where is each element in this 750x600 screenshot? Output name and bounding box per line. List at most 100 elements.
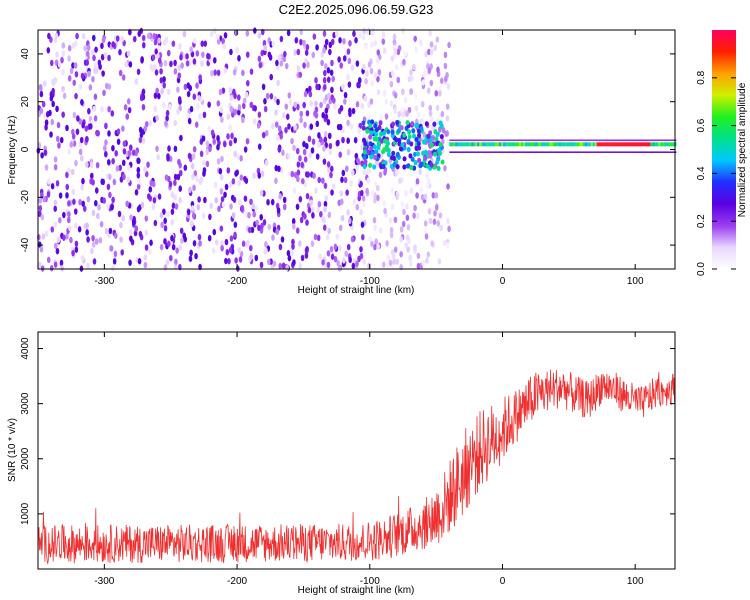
spectrogram-cell xyxy=(393,246,398,253)
spectrogram-cell xyxy=(382,89,387,96)
spectrogram-cell xyxy=(343,98,347,105)
spectrogram-cell xyxy=(429,48,434,56)
spectrogram-cell xyxy=(182,53,187,60)
spectrogram-cell xyxy=(407,134,412,140)
spectrogram-cell xyxy=(122,173,126,181)
spectrogram-cell xyxy=(183,164,188,171)
carrier-cell xyxy=(570,142,573,147)
carrier-cell xyxy=(550,142,554,147)
spectrogram-cell xyxy=(261,131,266,139)
spectrogram-cell xyxy=(128,61,133,68)
chart-title: C2E2.2025.096.06.59.G23 xyxy=(279,2,434,17)
carrier-edge-cell xyxy=(511,139,514,142)
spectrogram-cell xyxy=(400,106,405,114)
carrier-cell xyxy=(525,142,528,147)
spectrogram-cell xyxy=(350,64,355,71)
spectrogram-cell xyxy=(148,248,152,255)
carrier-cell xyxy=(554,142,557,147)
spectrogram-cell xyxy=(266,199,270,206)
carrier-edge-cell xyxy=(590,151,593,154)
spectrogram-cell xyxy=(286,249,291,257)
spectrogram-cell xyxy=(101,36,106,44)
spectrogram-cell xyxy=(346,119,350,127)
spectrogram-cell xyxy=(348,40,352,47)
spectrogram-cell xyxy=(296,169,301,176)
carrier-edge-cell xyxy=(668,151,671,154)
spectrogram-cell xyxy=(119,221,123,229)
spectrogram-cell xyxy=(280,236,285,243)
spectrogram-cell xyxy=(373,154,378,161)
spectrogram-cell xyxy=(61,68,65,76)
spectrogram-cell xyxy=(421,259,426,267)
spectrogram-cell xyxy=(350,169,355,176)
spectrogram-cell xyxy=(176,173,181,181)
spectrogram-cell xyxy=(59,136,64,144)
spectrogram-cell xyxy=(390,129,395,135)
spectrogram-cell xyxy=(346,209,350,216)
spectrogram-cell xyxy=(406,138,411,144)
spectrogram-cell xyxy=(344,250,348,257)
spectrogram-cell xyxy=(408,153,413,159)
spectrogram-cell xyxy=(128,228,133,236)
spectrogram-cell xyxy=(315,83,319,91)
spectrogram-cell xyxy=(320,51,325,58)
spectrogram-cell xyxy=(372,217,377,224)
spectrogram-cell xyxy=(287,92,292,99)
spectrogram-cell xyxy=(143,166,147,173)
carrier-cell xyxy=(473,142,476,147)
spectrogram-cell xyxy=(415,122,420,128)
spectrogram-cell xyxy=(394,137,399,143)
spectrogram-cell xyxy=(382,47,387,54)
spectrogram-cell xyxy=(85,59,89,66)
spectrogram-cell xyxy=(179,134,183,142)
carrier-edge-cell xyxy=(463,151,466,154)
carrier-cell xyxy=(566,142,569,147)
spectrogram-cell xyxy=(169,60,173,68)
spectrogram-cell xyxy=(163,60,168,67)
spectrogram-cell xyxy=(404,242,408,249)
spectrogram-cell xyxy=(288,98,293,106)
spectrogram-cell xyxy=(429,79,434,87)
spectrogram-cell xyxy=(395,258,400,266)
spectrogram-cell xyxy=(228,181,233,188)
spectrogram-cell xyxy=(416,111,421,119)
spectrogram-cell xyxy=(414,105,419,112)
carrier-edge-cell xyxy=(672,139,675,142)
spectrogram-cell xyxy=(401,27,405,34)
spectrogram-cell xyxy=(346,149,351,156)
spectrogram-cell xyxy=(317,176,322,184)
spectrogram-cell xyxy=(264,247,268,254)
spectrogram-cell xyxy=(264,130,269,137)
carrier-edge-cell xyxy=(648,139,651,142)
spectrogram-cell xyxy=(343,176,348,184)
carrier-edge-cell xyxy=(644,139,647,142)
spectrogram-cell xyxy=(207,125,211,132)
spectrogram-cell xyxy=(71,62,75,69)
spectrogram-cell xyxy=(407,76,412,83)
spectrogram-cell xyxy=(233,137,238,144)
carrier-edge-cell xyxy=(610,151,613,154)
spectrogram-cell xyxy=(147,32,151,40)
carrier-cell xyxy=(634,142,637,147)
spectrogram-cell xyxy=(433,129,438,135)
spectrogram-cell xyxy=(251,203,256,210)
spectrogram-cell xyxy=(55,51,59,58)
spectrogram-cell xyxy=(267,223,272,231)
spectrogram-cell xyxy=(302,148,307,156)
spectrogram-cell xyxy=(419,186,423,193)
spectrogram-cell xyxy=(419,39,423,47)
carrier-edge-cell xyxy=(596,139,599,142)
carrier-cell xyxy=(610,142,613,147)
spectrogram-cell xyxy=(362,149,367,155)
spectrogram-cell xyxy=(321,177,325,184)
y-tick-label: 1000 xyxy=(20,502,31,525)
carrier-cell xyxy=(515,142,518,147)
carrier-edge-cell xyxy=(527,151,530,154)
spectrogram-cell xyxy=(446,218,450,225)
spectrogram-cell xyxy=(108,173,112,181)
spectrogram-cell xyxy=(426,133,431,139)
spectrogram-cell xyxy=(357,77,362,84)
spectrogram-cell xyxy=(219,174,224,181)
spectrogram-cell xyxy=(273,96,278,103)
spectrogram-cell xyxy=(93,199,98,207)
